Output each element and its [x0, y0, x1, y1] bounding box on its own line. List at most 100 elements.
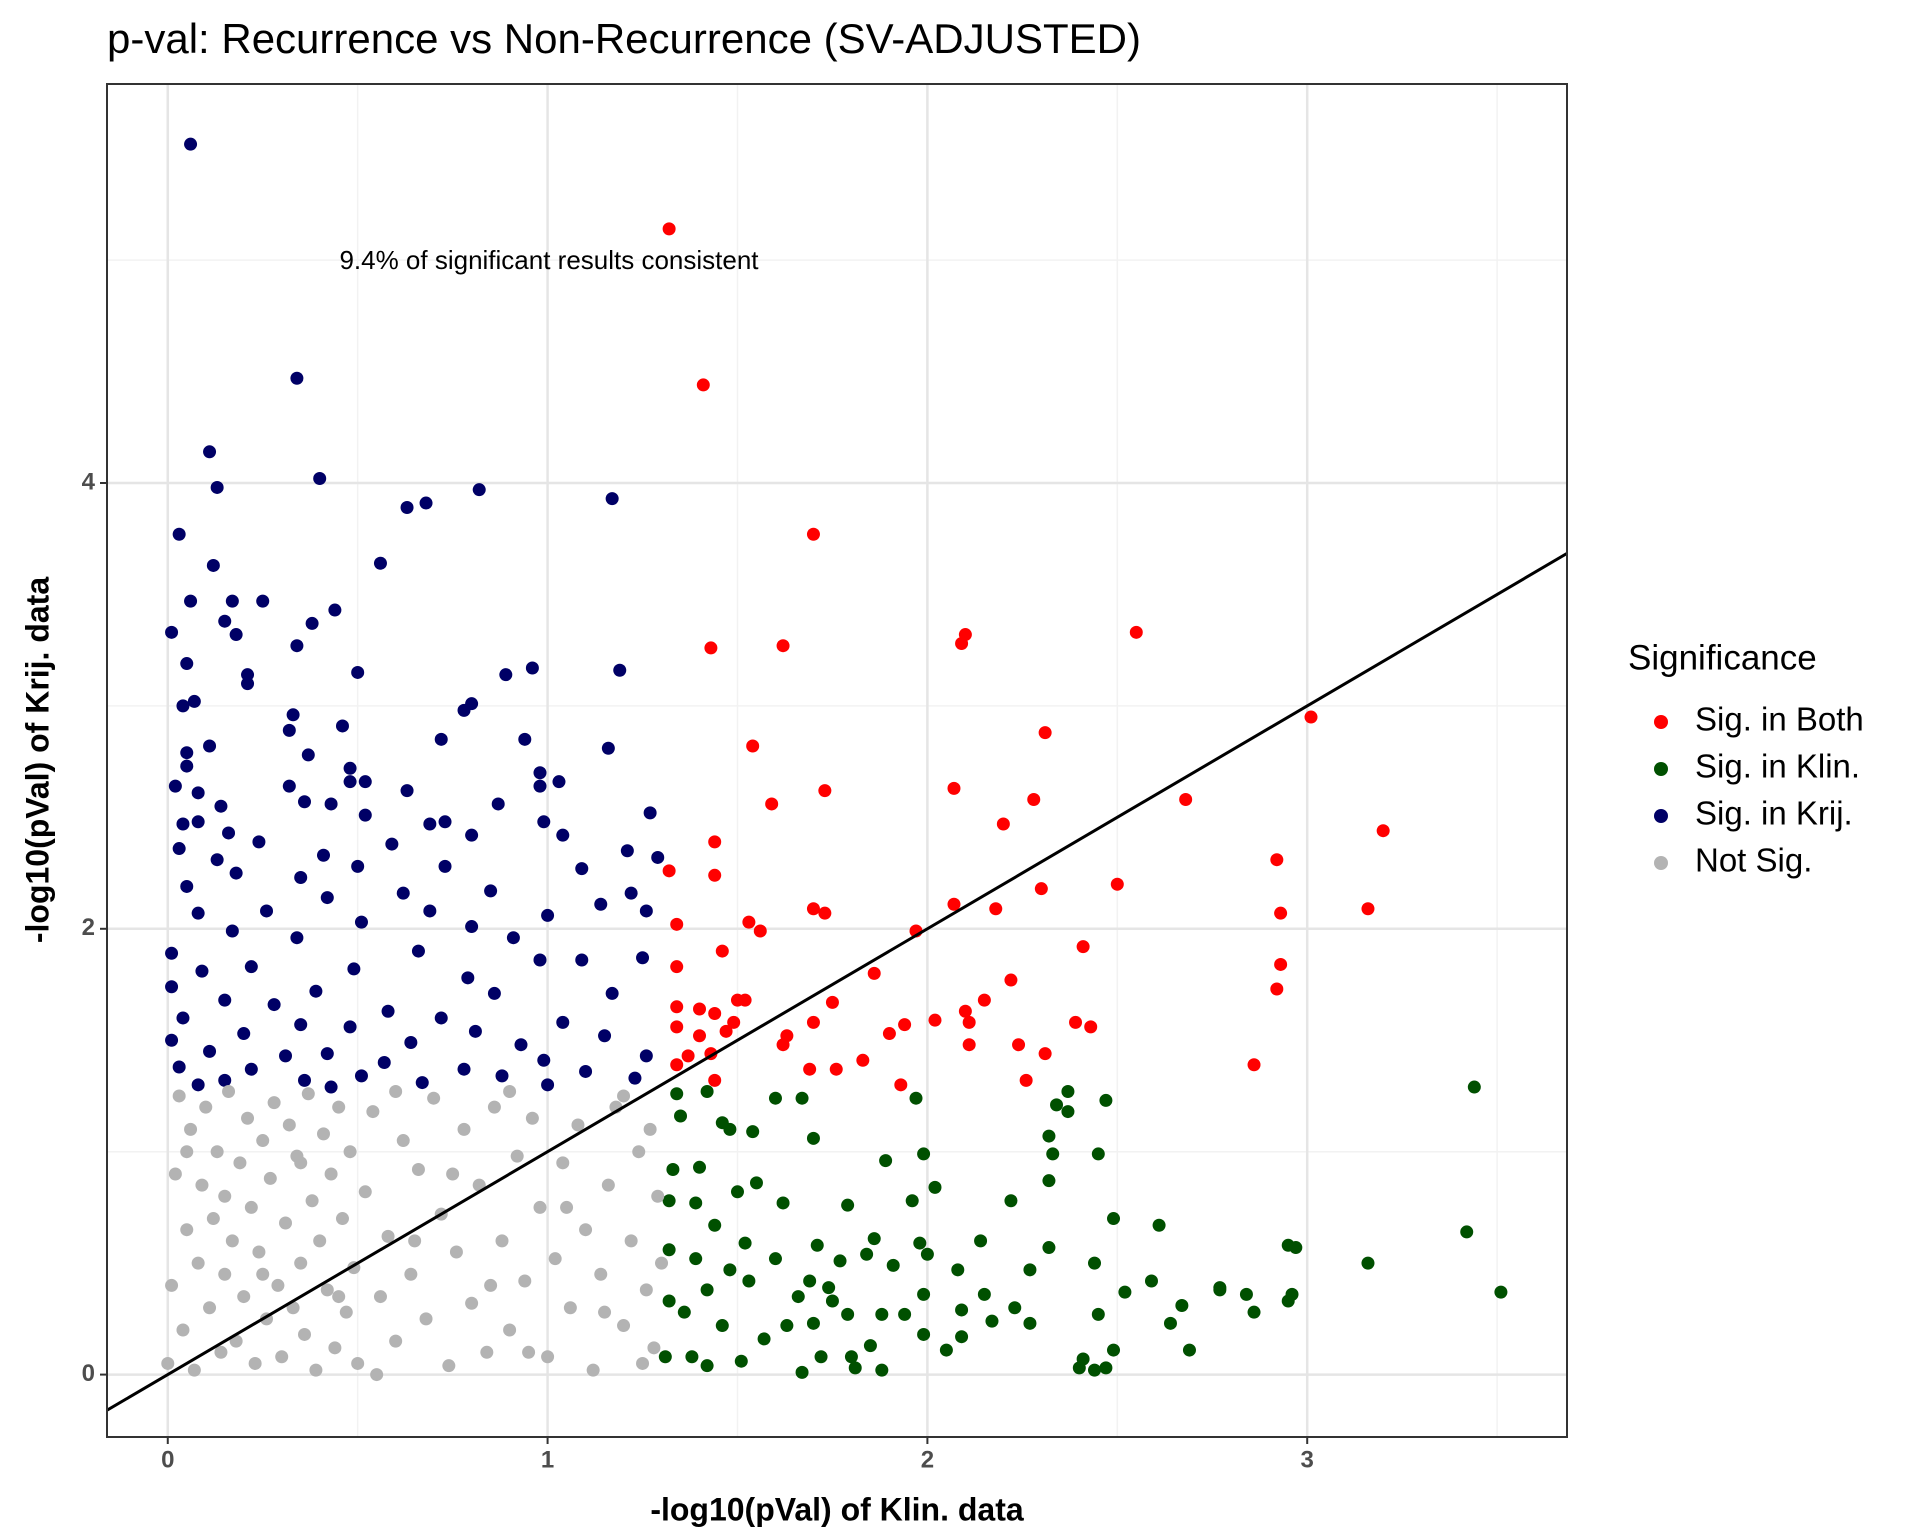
point: [525, 661, 539, 675]
y-tick-label: 2: [82, 914, 95, 941]
point: [161, 1356, 175, 1370]
point: [491, 797, 505, 811]
point: [875, 1307, 889, 1321]
point: [354, 1069, 368, 1083]
point: [601, 741, 615, 755]
point: [187, 694, 201, 708]
point: [917, 1287, 931, 1301]
point: [700, 1085, 714, 1099]
point: [1061, 1085, 1075, 1099]
point: [191, 786, 205, 800]
point: [373, 556, 387, 570]
point: [1099, 1093, 1113, 1107]
point: [947, 781, 961, 795]
point: [879, 1154, 893, 1168]
point: [639, 1049, 653, 1063]
point: [685, 1350, 699, 1364]
point: [700, 1283, 714, 1297]
point: [244, 1200, 258, 1214]
point: [252, 1245, 266, 1259]
point: [920, 1247, 934, 1261]
point: [818, 906, 832, 920]
point: [613, 663, 627, 677]
point: [222, 826, 236, 840]
point: [267, 1096, 281, 1110]
point: [203, 1044, 217, 1058]
point: [187, 1363, 201, 1377]
point: [977, 993, 991, 1007]
point: [537, 1053, 551, 1067]
point: [1019, 1073, 1033, 1087]
point: [571, 1118, 585, 1132]
point: [844, 1350, 858, 1364]
point: [176, 1011, 190, 1025]
point: [316, 1127, 330, 1141]
point: [537, 815, 551, 829]
point: [404, 1267, 418, 1281]
point: [658, 1350, 672, 1364]
point: [457, 703, 471, 717]
point: [533, 1200, 547, 1214]
point: [1069, 1015, 1083, 1029]
legend-swatch: [1654, 856, 1668, 870]
point: [237, 1290, 251, 1304]
point: [1239, 1287, 1253, 1301]
point: [765, 797, 779, 811]
point: [427, 1091, 441, 1105]
point: [282, 723, 296, 737]
point: [1281, 1294, 1295, 1308]
point: [294, 871, 308, 885]
point: [806, 1316, 820, 1330]
point: [977, 1287, 991, 1301]
point: [689, 1252, 703, 1266]
point: [241, 1111, 255, 1125]
point: [715, 1116, 729, 1130]
point: [1050, 1098, 1064, 1112]
point: [795, 1365, 809, 1379]
point: [1304, 710, 1318, 724]
panel-border: [106, 83, 1568, 1438]
point: [955, 1330, 969, 1344]
point: [400, 784, 414, 798]
point: [499, 668, 513, 682]
point: [218, 1267, 232, 1281]
point: [503, 1323, 517, 1337]
point: [263, 1171, 277, 1185]
point: [560, 1200, 574, 1214]
point: [320, 1283, 334, 1297]
point: [282, 779, 296, 793]
point: [294, 1156, 308, 1170]
point: [305, 1194, 319, 1208]
point: [487, 1100, 501, 1114]
point: [320, 891, 334, 905]
point: [1076, 940, 1090, 954]
point: [1110, 877, 1124, 891]
point: [347, 962, 361, 976]
point: [541, 1078, 555, 1092]
point: [727, 1015, 741, 1029]
point: [898, 1018, 912, 1032]
point: [617, 1319, 631, 1333]
point: [309, 984, 323, 998]
point: [841, 1307, 855, 1321]
point: [180, 879, 194, 893]
point: [484, 884, 498, 898]
y-tick-label: 4: [82, 468, 96, 495]
point: [214, 799, 228, 813]
point: [1027, 793, 1041, 807]
point: [168, 1167, 182, 1181]
point: [605, 986, 619, 1000]
point: [298, 1327, 312, 1341]
point: [617, 1089, 631, 1103]
point: [947, 897, 961, 911]
point: [1091, 1147, 1105, 1161]
point: [955, 636, 969, 650]
point: [575, 953, 589, 967]
point: [989, 902, 1003, 916]
point: [818, 784, 832, 798]
point: [996, 817, 1010, 831]
point: [958, 1004, 972, 1018]
point: [335, 1212, 349, 1226]
